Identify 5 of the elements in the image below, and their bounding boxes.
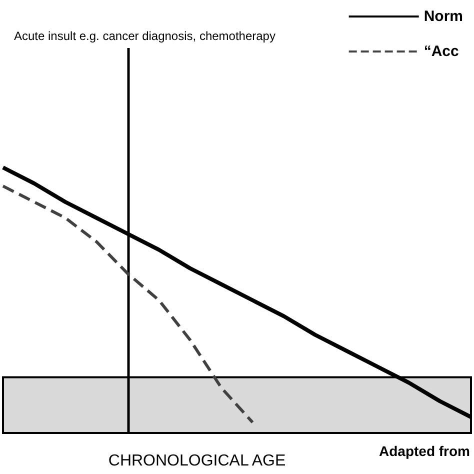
legend-label: “Acc xyxy=(424,43,459,60)
x-axis-title: CHRONOLOGICAL AGE xyxy=(108,452,286,470)
text: Adapted from xyxy=(379,443,470,459)
text: Acute insult e.g. cancer diagnosis, chemotherapy xyxy=(14,29,276,43)
legend-label: Norm xyxy=(424,8,463,25)
